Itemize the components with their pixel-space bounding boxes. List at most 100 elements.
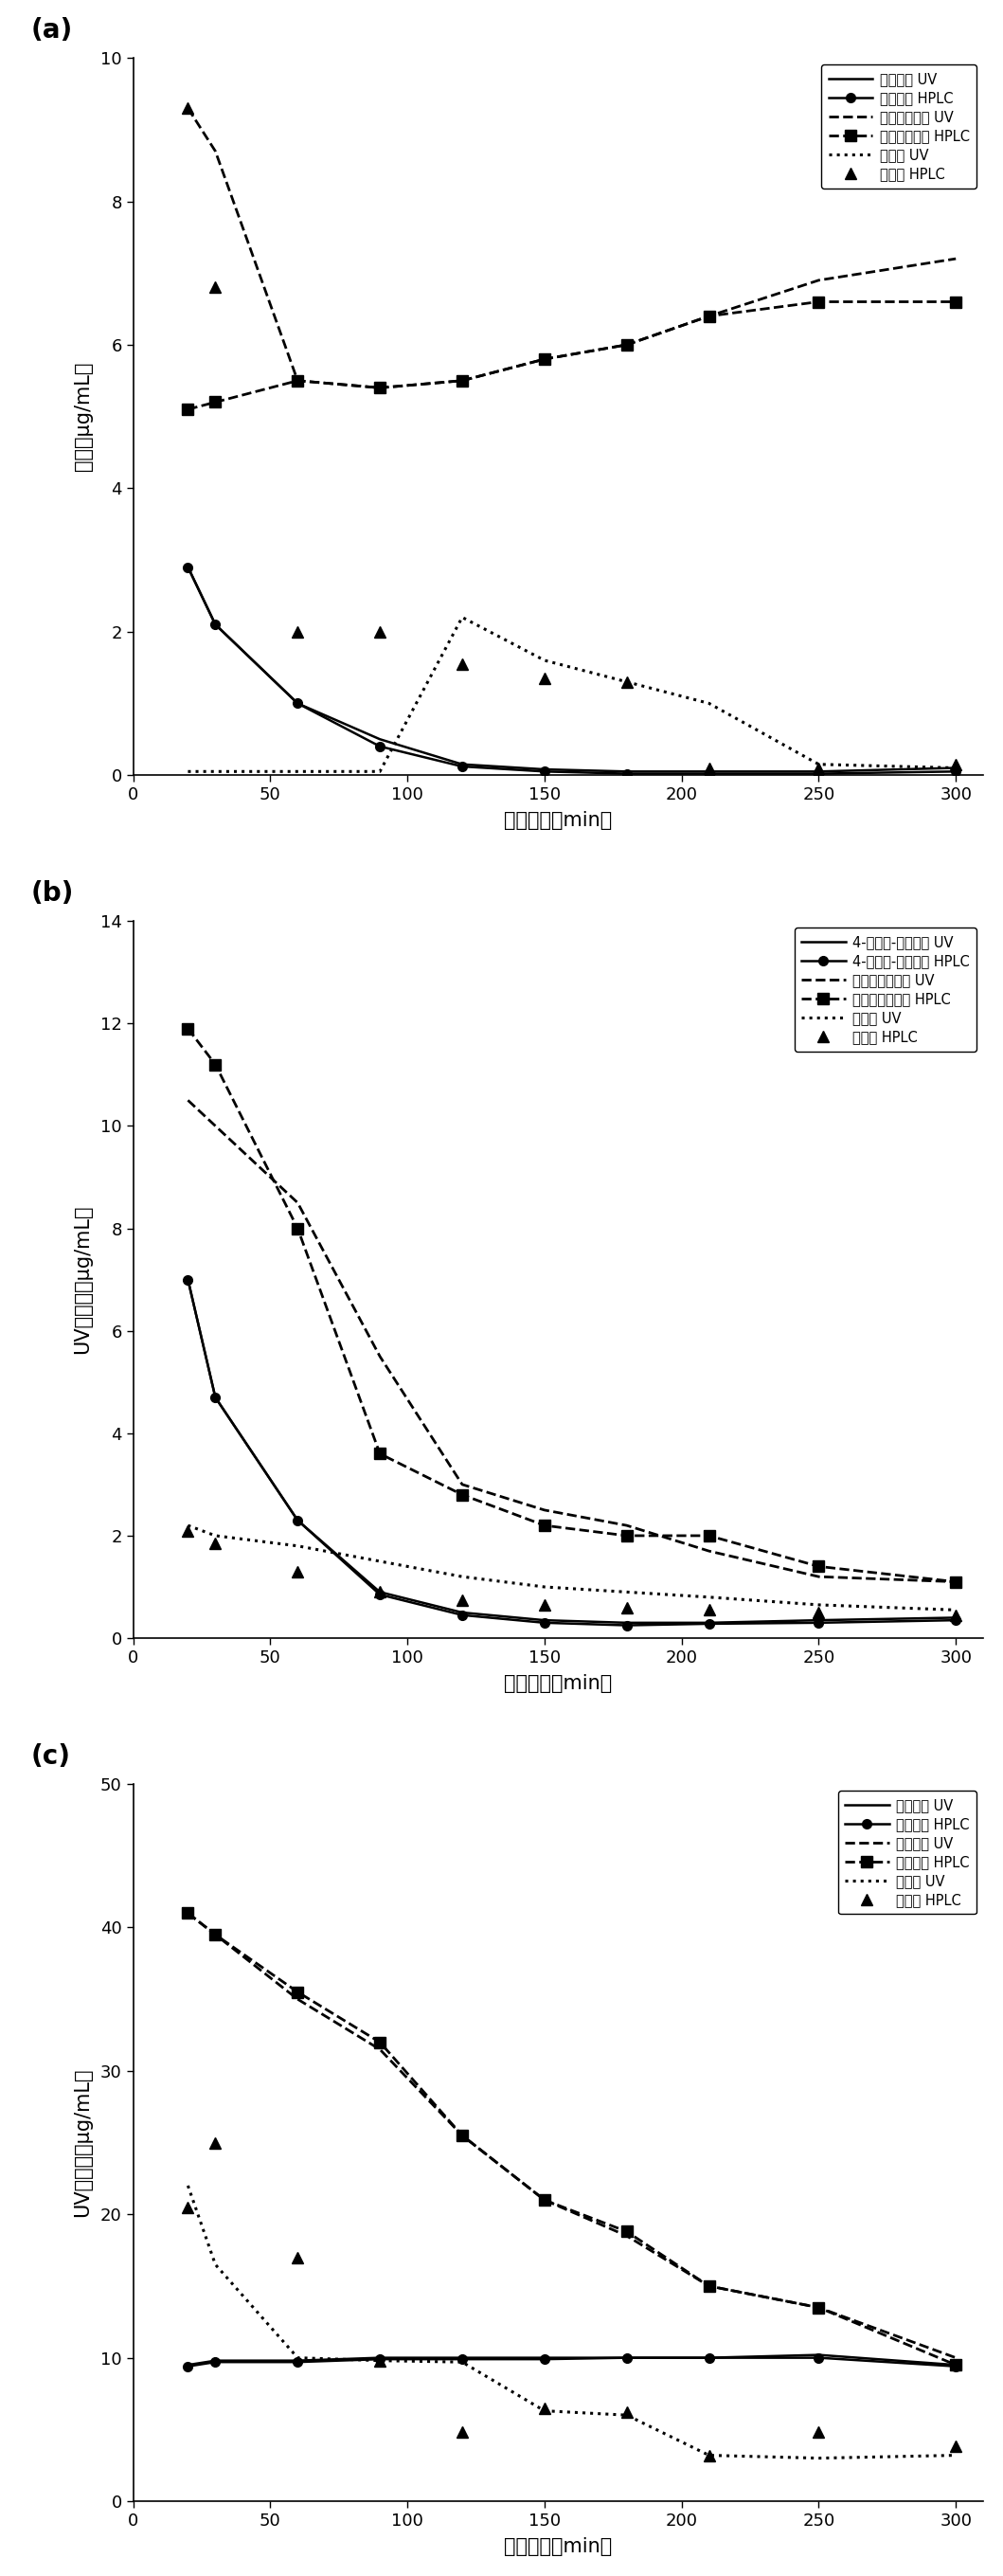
莓术烯醇 HPLC [621, 2342, 633, 2372]
莓术二锐 HPLC [456, 2120, 468, 2151]
莓术双环烯锐 UV [210, 137, 222, 167]
Line: 莓术吵嘎二烯锐 HPLC: 莓术吵嘎二烯锐 HPLC [183, 1023, 961, 1587]
异佛尔锐 UV [210, 608, 222, 639]
莓术吵嘎二烯锐 HPLC [950, 1566, 962, 1597]
4-亚甲基-异佛尔锐 HPLC [292, 1504, 304, 1535]
莓术吵嘎二烯锐 HPLC [812, 1551, 824, 1582]
4-亚甲基-异佛尔锐 UV [374, 1577, 386, 1607]
莓术二锐 UV [210, 1919, 222, 1950]
Y-axis label: 含量（μg/mL）: 含量（μg/mL） [73, 361, 92, 471]
X-axis label: 提取时间（min）: 提取时间（min） [505, 1674, 612, 1692]
Legend: 异佛尔锐 UV, 异佛尔锐 HPLC, 莓术双环烯锐 UV, 莓术双环烯锐 HPLC, 吉马锐 UV, 吉马锐 HPLC: 异佛尔锐 UV, 异佛尔锐 HPLC, 莓术双环烯锐 UV, 莓术双环烯锐 HP… [821, 64, 976, 188]
莓术双环烯锐 HPLC [703, 301, 715, 332]
4-亚甲基-异佛尔锐 UV [182, 1265, 194, 1296]
吉马锐 HPLC [812, 752, 824, 783]
4-亚甲基-异佛尔锐 HPLC [812, 1607, 824, 1638]
4-亚甲基-异佛尔锐 UV [621, 1607, 633, 1638]
莓术吵嘎二烯锐 UV [182, 1084, 194, 1115]
X-axis label: 提取时间（min）: 提取时间（min） [505, 2537, 612, 2555]
4-亚甲基-异佛尔锐 HPLC [210, 1381, 222, 1412]
4-亚甲基-异佛尔锐 UV [292, 1504, 304, 1535]
吉马锐 UV [621, 667, 633, 698]
4-亚甲基-异佛尔锐 HPLC [374, 1579, 386, 1610]
吉马锐 HPLC [703, 752, 715, 783]
莓术烯醇 HPLC [374, 2344, 386, 2375]
莓术双环烯锐 UV [539, 343, 551, 374]
莓术烯醇 UV [812, 2339, 824, 2370]
莓术双环烯锐 HPLC [812, 286, 824, 317]
莓术锐 UV [292, 2342, 304, 2372]
Line: 吉马锐 UV: 吉马锐 UV [188, 618, 956, 770]
莓术二锐 HPLC [950, 2349, 962, 2380]
异佛尔锐 UV [812, 755, 824, 786]
莓术醇 UV [539, 1571, 551, 1602]
4-亚甲基-异佛尔锐 UV [456, 1597, 468, 1628]
4-亚甲基-异佛尔锐 HPLC [456, 1600, 468, 1631]
吉马锐 HPLC [182, 93, 194, 124]
莓术二锐 HPLC [374, 2027, 386, 2058]
异佛尔锐 HPLC [292, 688, 304, 719]
莓术烯醇 UV [621, 2342, 633, 2372]
Line: 莓术烯醇 HPLC: 莓术烯醇 HPLC [184, 2352, 961, 2370]
莓术烯醇 UV [703, 2342, 715, 2372]
莓术二锐 UV [182, 1899, 194, 1929]
莓术二锐 UV [374, 2035, 386, 2066]
莓术二锐 UV [812, 2293, 824, 2324]
莓术烯醇 HPLC [812, 2342, 824, 2372]
莓术吵嘎二烯锐 HPLC [703, 1520, 715, 1551]
吉马锐 HPLC [621, 667, 633, 698]
Line: 莓术双环烯锐 HPLC: 莓术双环烯锐 HPLC [183, 296, 961, 415]
莓术烯醇 HPLC [950, 2352, 962, 2383]
莓术烯醇 UV [182, 2349, 194, 2380]
异佛尔锐 HPLC [374, 732, 386, 762]
吉马锐 UV [950, 752, 962, 783]
Legend: 4-亚甲基-异佛尔锐 UV, 4-亚甲基-异佛尔锐 HPLC, 莓术吵嘎二烯锐 UV, 莓术吵嘎二烯锐 HPLC, 莓术醇 UV, 莓术醇 HPLC: 4-亚甲基-异佛尔锐 UV, 4-亚甲基-异佛尔锐 HPLC, 莓术吵嘎二烯锐 … [794, 927, 976, 1051]
莓术双环烯锐 UV [812, 265, 824, 296]
莓术吵嘎二烯锐 UV [539, 1494, 551, 1525]
异佛尔锐 HPLC [456, 752, 468, 783]
莓术醇 HPLC [374, 1577, 386, 1607]
莓术锐 UV [703, 2439, 715, 2470]
莓术醇 HPLC [703, 1595, 715, 1625]
莓术二锐 UV [292, 1984, 304, 2014]
莓术二锐 UV [456, 2120, 468, 2151]
莓术烯醇 HPLC [703, 2342, 715, 2372]
莓术吵嘎二烯锐 HPLC [621, 1520, 633, 1551]
4-亚甲基-异佛尔锐 HPLC [539, 1607, 551, 1638]
莓术烯醇 HPLC [292, 2347, 304, 2378]
异佛尔锐 UV [292, 688, 304, 719]
异佛尔锐 HPLC [182, 551, 194, 582]
莓术醇 UV [703, 1582, 715, 1613]
吉马锐 HPLC [210, 273, 222, 304]
莓术双环烯锐 UV [703, 301, 715, 332]
Line: 莓术吵嘎二烯锐 UV: 莓术吵嘎二烯锐 UV [188, 1100, 956, 1582]
莓术吵嘎二烯锐 UV [374, 1342, 386, 1373]
莓术锐 HPLC [950, 2432, 962, 2463]
Line: 异佛尔锐 UV: 异佛尔锐 UV [188, 567, 956, 770]
Text: (b): (b) [31, 881, 74, 907]
Line: 4-亚甲基-异佛尔锐 HPLC: 4-亚甲基-异佛尔锐 HPLC [184, 1275, 961, 1631]
莓术醇 HPLC [539, 1589, 551, 1620]
异佛尔锐 HPLC [703, 757, 715, 788]
莓术双环烯锐 HPLC [292, 366, 304, 397]
莓术双环烯锐 UV [456, 366, 468, 397]
异佛尔锐 UV [950, 752, 962, 783]
Line: 莓术二锐 HPLC: 莓术二锐 HPLC [183, 1909, 961, 2370]
莓术双环烯锐 HPLC [374, 374, 386, 404]
莓术吵嘎二烯锐 UV [812, 1561, 824, 1592]
吉马锐 UV [374, 755, 386, 786]
莓术锐 HPLC [374, 2344, 386, 2375]
Line: 莓术烯醇 UV: 莓术烯醇 UV [188, 2354, 956, 2365]
Line: 莓术醇 UV: 莓术醇 UV [188, 1525, 956, 1610]
莓术烯醇 HPLC [182, 2352, 194, 2383]
吉马锐 HPLC [456, 649, 468, 680]
莓术烯醇 HPLC [539, 2344, 551, 2375]
莓术双环烯锐 HPLC [210, 386, 222, 417]
莓术二锐 UV [950, 2342, 962, 2372]
莓术二锐 HPLC [812, 2293, 824, 2324]
莓术锐 HPLC [210, 2128, 222, 2159]
4-亚甲基-异佛尔锐 UV [703, 1607, 715, 1638]
莓术二锐 UV [621, 2221, 633, 2251]
莓术烯醇 HPLC [456, 2344, 468, 2375]
莓术烯醇 UV [210, 2344, 222, 2375]
